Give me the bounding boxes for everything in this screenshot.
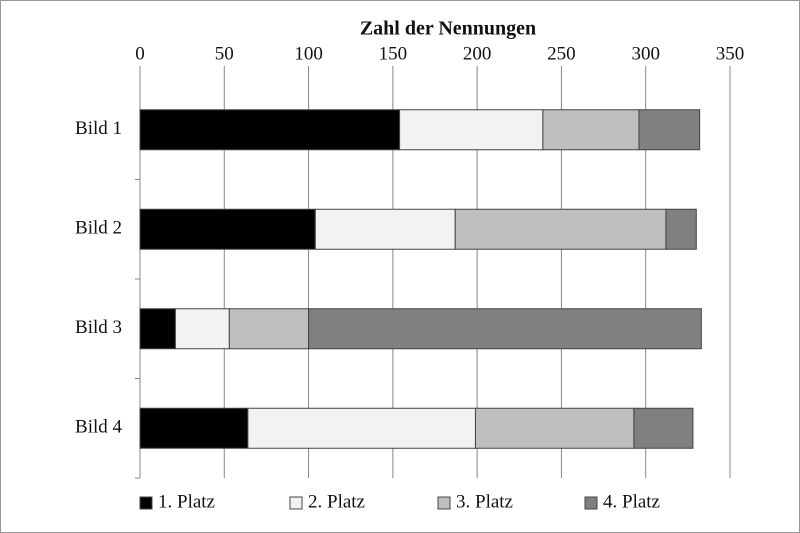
bar-segment [633, 407, 694, 449]
bar-segment [399, 109, 544, 151]
legend-label: 1. Platz [158, 491, 215, 512]
x-tick-label: 100 [294, 43, 323, 64]
bar-segment [247, 407, 476, 449]
bar-segment [474, 407, 635, 449]
bar-segment [314, 208, 456, 250]
legend-swatch [139, 496, 153, 510]
y-tick-label: Bild 2 [75, 218, 122, 239]
x-tick-label: 50 [215, 43, 234, 64]
y-tick-label: Bild 1 [75, 118, 122, 139]
bar-segment [139, 208, 316, 250]
chart-title: Zahl der Nennungen [360, 18, 536, 40]
bar-segment [308, 308, 702, 350]
x-tick-label: 350 [716, 43, 745, 64]
legend-label: 4. Platz [603, 491, 660, 512]
x-tick-label: 0 [135, 43, 145, 64]
y-tick-label: Bild 3 [75, 317, 122, 338]
bar-segment [638, 109, 701, 151]
bar-segment [665, 208, 697, 250]
bar-segment [228, 308, 310, 350]
bar-segment [174, 308, 230, 350]
bar-segment [139, 407, 249, 449]
y-tick-label: Bild 4 [75, 417, 122, 438]
legend-swatch [289, 496, 303, 510]
x-tick-label: 300 [631, 43, 660, 64]
bar-segment [139, 109, 401, 151]
legend-swatch [584, 496, 598, 510]
bar-segment [542, 109, 640, 151]
x-tick-label: 250 [547, 43, 576, 64]
bar-segment [139, 308, 176, 350]
legend-label: 2. Platz [308, 491, 365, 512]
legend-swatch [437, 496, 451, 510]
x-tick-label: 150 [379, 43, 408, 64]
x-tick-label: 200 [463, 43, 492, 64]
legend-label: 3. Platz [456, 491, 513, 512]
bar-segment [454, 208, 667, 250]
